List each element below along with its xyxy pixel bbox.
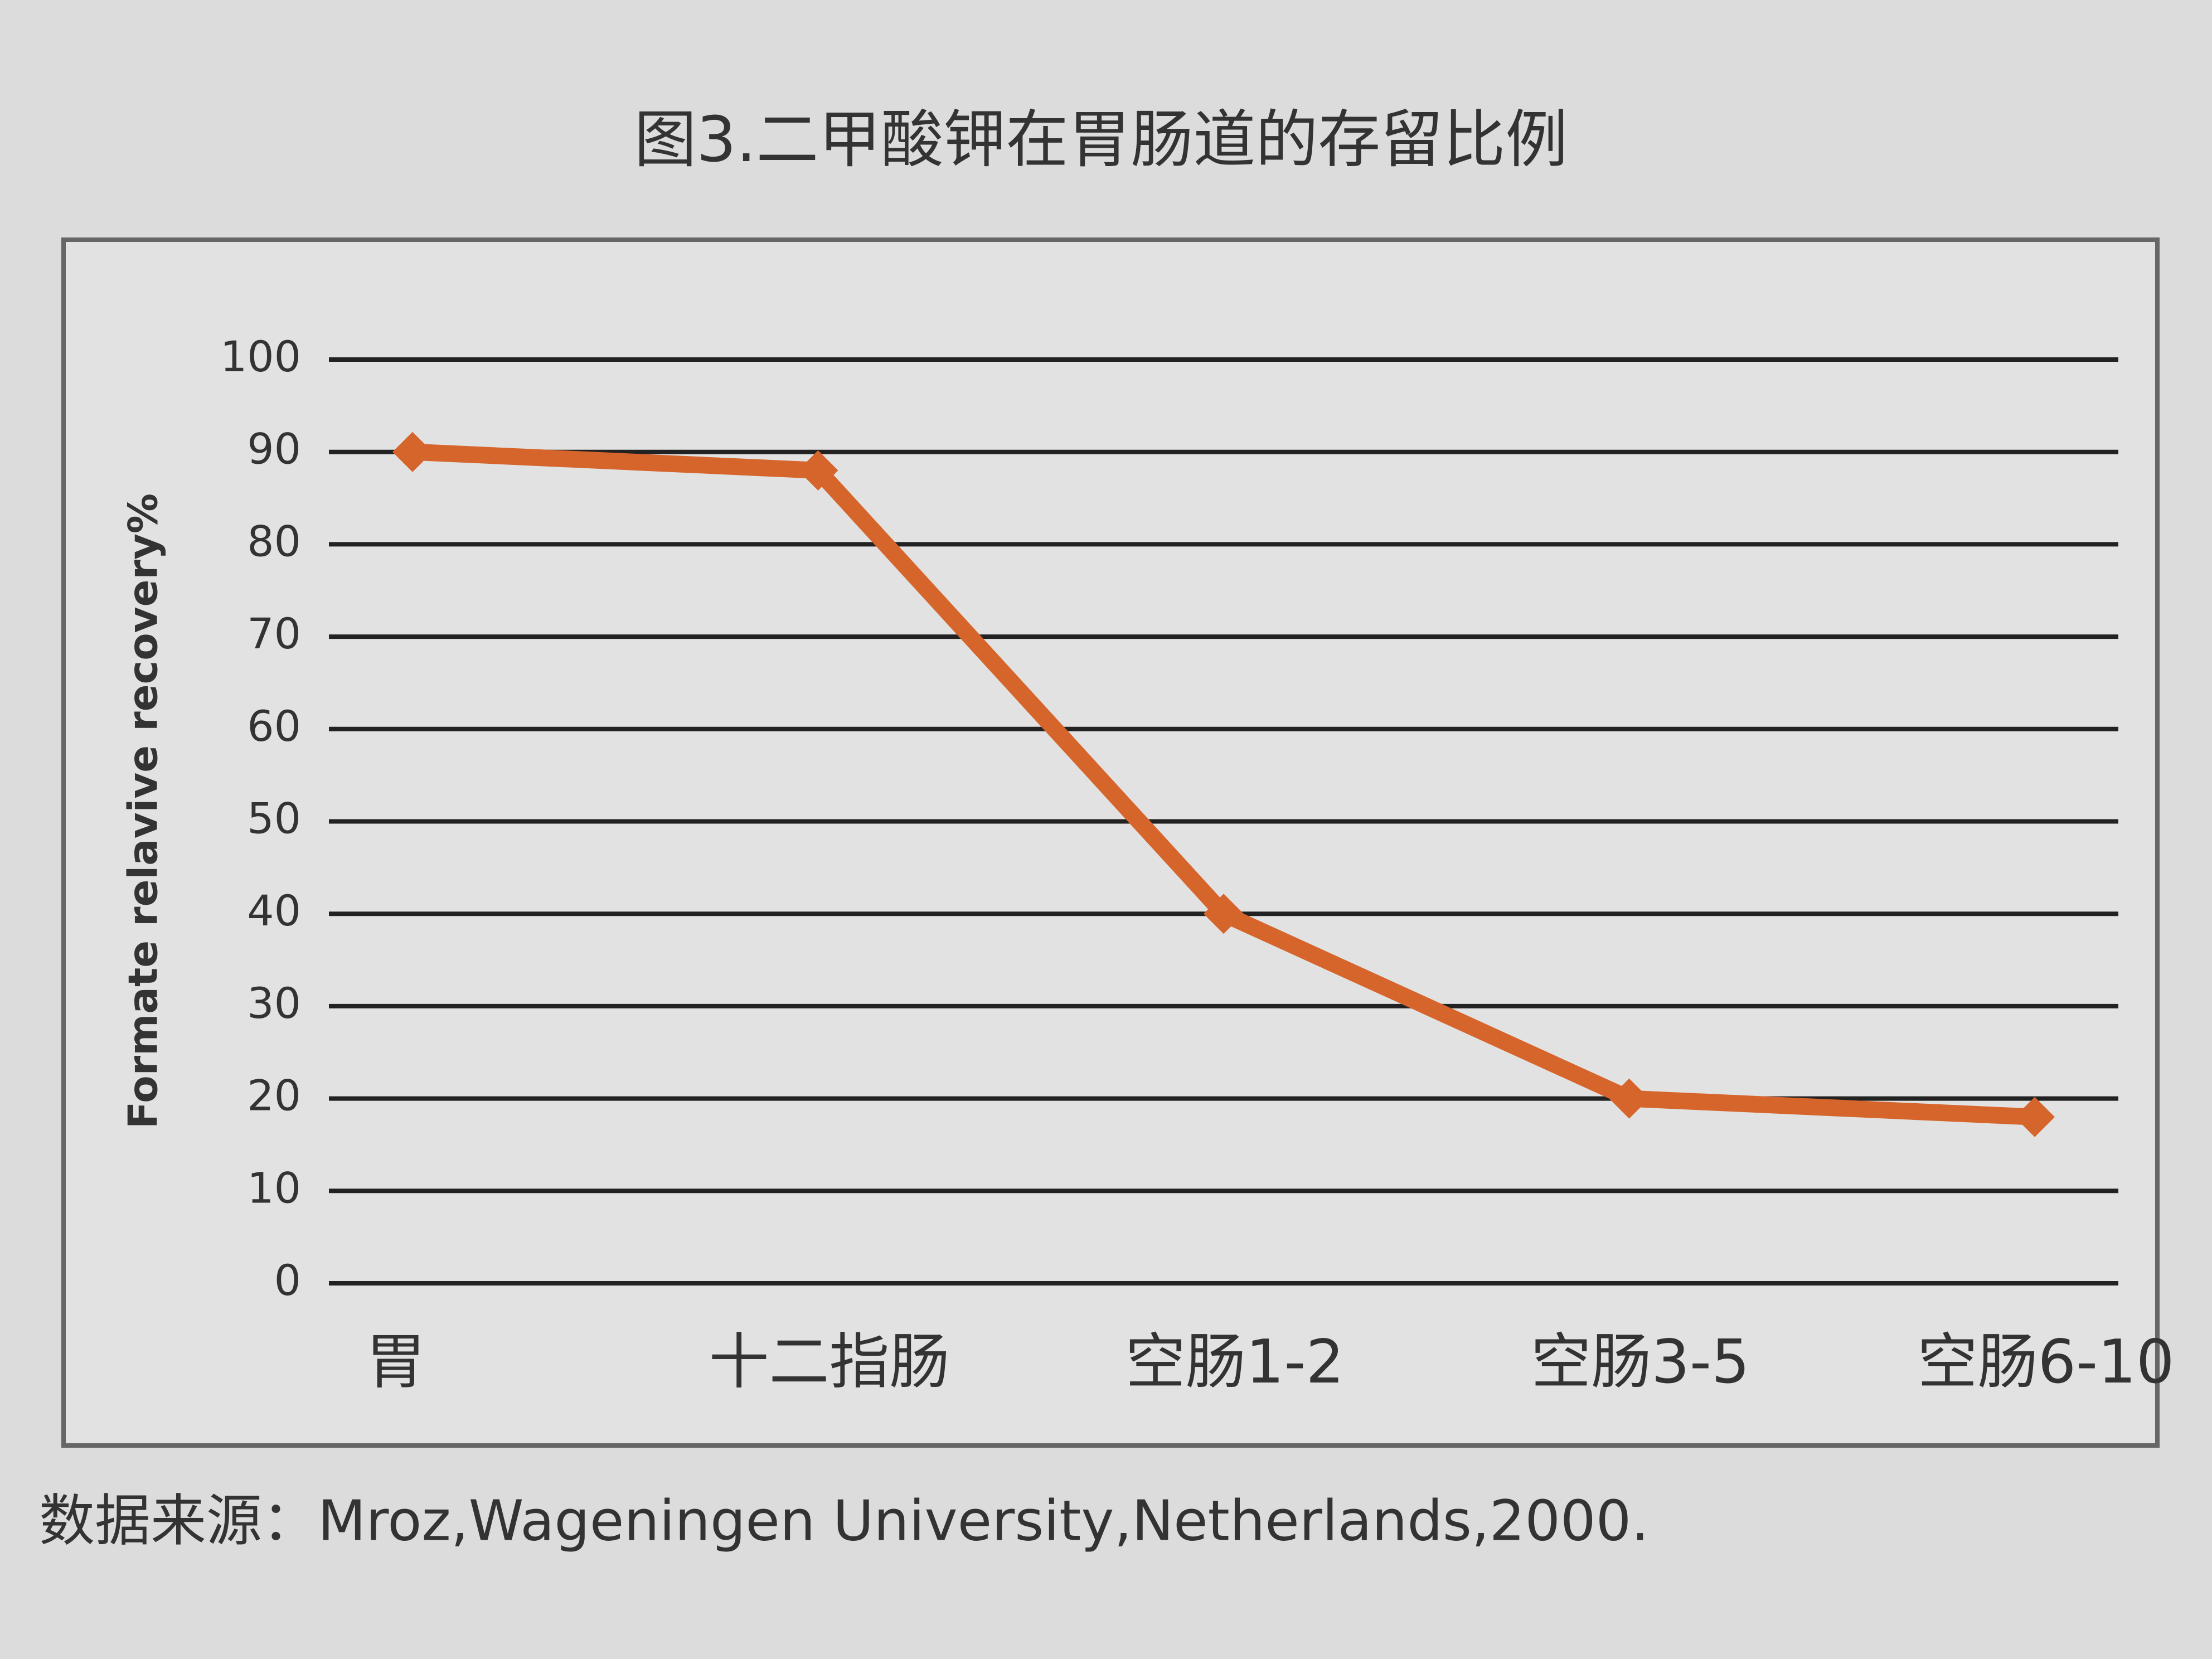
chart-title: 图3.二甲酸钾在胃肠道的存留比例	[634, 104, 1568, 176]
data-point	[1609, 1078, 1650, 1119]
x-tick-label: 十二指肠	[709, 1327, 949, 1397]
data-point	[2015, 1097, 2055, 1137]
y-tick-label: 50	[247, 793, 301, 843]
x-tick-label: 空肠6-10	[1917, 1327, 2174, 1397]
y-tick-label: 30	[247, 978, 301, 1028]
y-tick-label: 80	[247, 516, 301, 566]
x-tick-label: 胃	[366, 1327, 426, 1397]
y-tick-label: 90	[247, 424, 301, 474]
y-tick-label: 0	[274, 1255, 301, 1305]
data-point	[1204, 894, 1244, 934]
y-tick-label: 60	[247, 701, 301, 751]
y-tick-label: 70	[247, 609, 301, 658]
y-tick-label: 20	[247, 1071, 301, 1120]
x-tick-label: 空肠1-2	[1126, 1327, 1344, 1397]
y-tick-label: 10	[247, 1163, 301, 1212]
y-tick-label: 100	[220, 332, 301, 381]
plot-frame	[61, 237, 2160, 1448]
data-point	[392, 431, 433, 472]
y-tick-label: 40	[247, 886, 301, 935]
data-point	[798, 450, 838, 491]
x-tick-label: 空肠3-5	[1531, 1327, 1749, 1397]
y-axis-label: Formate relavive recovery%	[120, 493, 167, 1129]
source-note: 数据来源：Mroz,Wageningen University,Netherla…	[39, 1488, 1649, 1553]
